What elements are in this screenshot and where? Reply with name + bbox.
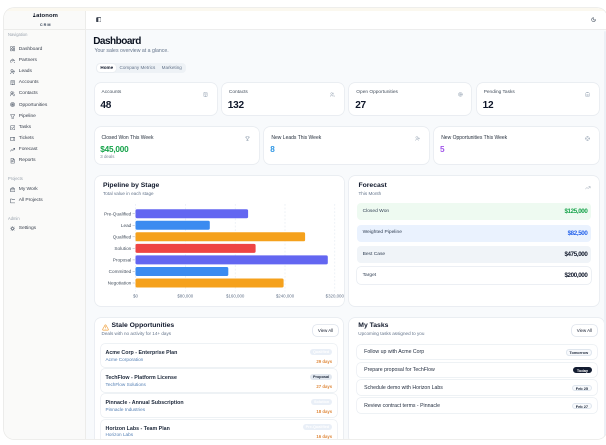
svg-text:Solution: Solution [114, 246, 131, 251]
svg-text:Lead: Lead [120, 223, 131, 228]
svg-text:Qualified: Qualified [112, 235, 131, 240]
svg-text:Negotiation: Negotiation [107, 281, 131, 286]
svg-text:$0: $0 [133, 294, 138, 299]
svg-text:Committed: Committed [108, 269, 131, 274]
svg-text:Pre-Qualified: Pre-Qualified [103, 211, 131, 216]
svg-text:$80,000: $80,000 [177, 294, 193, 299]
svg-text:$240,000: $240,000 [275, 294, 294, 299]
svg-text:$160,000: $160,000 [226, 294, 245, 299]
svg-text:Proposal: Proposal [112, 258, 131, 263]
svg-text:$320,000: $320,000 [325, 294, 343, 299]
